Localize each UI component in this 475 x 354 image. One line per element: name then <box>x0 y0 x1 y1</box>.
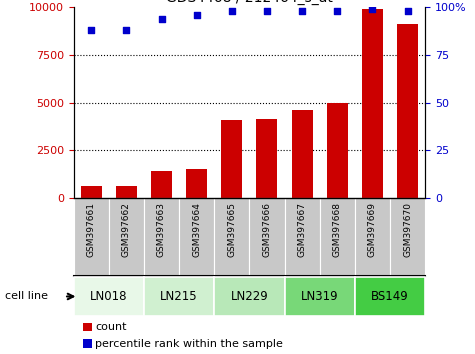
Text: GSM397664: GSM397664 <box>192 202 201 257</box>
Text: GSM397665: GSM397665 <box>228 202 236 257</box>
Point <box>404 8 411 14</box>
Bar <box>151 171 172 198</box>
Text: GSM397661: GSM397661 <box>87 202 95 257</box>
Text: GSM397663: GSM397663 <box>157 202 166 257</box>
Bar <box>116 187 137 198</box>
Point <box>193 12 200 18</box>
Bar <box>390 198 425 276</box>
Bar <box>397 24 418 198</box>
Text: count: count <box>95 322 126 332</box>
Text: LN319: LN319 <box>301 290 339 303</box>
Point <box>87 27 95 33</box>
Bar <box>355 277 425 316</box>
Text: GSM397668: GSM397668 <box>333 202 342 257</box>
Text: LN229: LN229 <box>230 290 268 303</box>
Bar <box>74 198 109 276</box>
Point <box>298 8 306 14</box>
Text: percentile rank within the sample: percentile rank within the sample <box>95 339 283 349</box>
Bar <box>327 103 348 198</box>
Bar <box>144 198 179 276</box>
Text: GSM397666: GSM397666 <box>263 202 271 257</box>
Bar <box>362 9 383 198</box>
Text: cell line: cell line <box>5 291 48 302</box>
Bar <box>144 277 214 316</box>
Text: LN215: LN215 <box>160 290 198 303</box>
Title: GDS4468 / 212464_s_at: GDS4468 / 212464_s_at <box>166 0 333 5</box>
Bar <box>292 110 313 198</box>
Bar <box>186 169 207 198</box>
Text: GSM397667: GSM397667 <box>298 202 306 257</box>
Text: GSM397670: GSM397670 <box>403 202 412 257</box>
Bar <box>214 277 285 316</box>
Point <box>333 8 341 14</box>
Bar <box>355 198 390 276</box>
Bar <box>214 198 249 276</box>
Text: BS149: BS149 <box>371 290 409 303</box>
Bar <box>249 198 285 276</box>
Point <box>123 27 130 33</box>
Bar <box>221 120 242 198</box>
Bar <box>74 277 144 316</box>
Bar <box>256 119 277 198</box>
Bar <box>285 198 320 276</box>
Point <box>263 8 271 14</box>
Bar <box>81 186 102 198</box>
Point <box>158 16 165 21</box>
Text: GSM397662: GSM397662 <box>122 202 131 257</box>
Text: LN018: LN018 <box>90 290 127 303</box>
Bar <box>320 198 355 276</box>
Bar <box>285 277 355 316</box>
Text: GSM397669: GSM397669 <box>368 202 377 257</box>
Point <box>228 8 236 14</box>
Bar <box>109 198 144 276</box>
Bar <box>179 198 214 276</box>
Point <box>369 6 376 12</box>
